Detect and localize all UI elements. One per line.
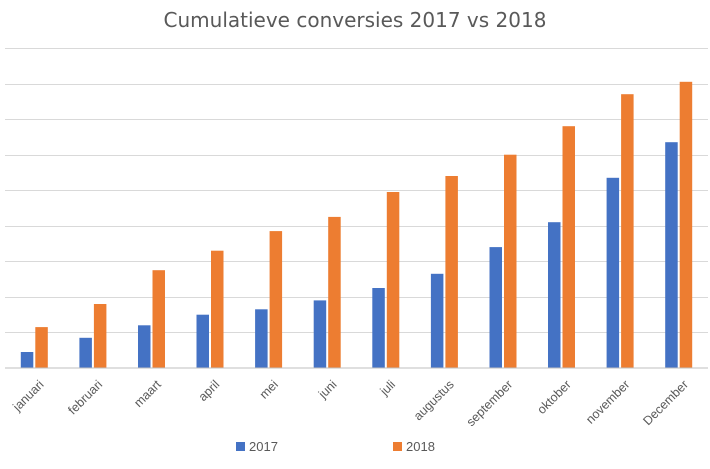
legend-label-2018: 2018 — [406, 439, 435, 454]
x-tick-label: juli — [377, 377, 398, 398]
legend-swatch-2018 — [393, 442, 402, 451]
bar-2017-juni — [313, 300, 327, 368]
bars — [20, 81, 693, 369]
bar-2017-augustus — [430, 273, 444, 368]
bar-2017-september — [489, 247, 502, 368]
chart-title: Cumulatieve conversies 2017 vs 2018 — [164, 8, 547, 32]
x-tick-label: augustus — [411, 377, 457, 423]
x-tick-label: maart — [131, 377, 164, 410]
bar-2017-april — [196, 314, 209, 368]
legend: 2017 2018 — [236, 439, 435, 454]
bar-2018-februari — [93, 304, 107, 368]
bar-2018-november — [621, 94, 634, 368]
bar-2018-juni — [328, 216, 341, 368]
gridlines — [5, 48, 708, 333]
bar-2017-februari — [79, 337, 92, 368]
bar-2018-juli — [386, 192, 400, 368]
legend-label-2017: 2017 — [249, 439, 278, 454]
bar-2017-maart — [138, 325, 151, 368]
bar-2017-november — [606, 177, 620, 368]
x-tick-label: mei — [257, 377, 281, 401]
x-tick-label: april — [196, 377, 223, 404]
bar-2018-augustus — [445, 176, 458, 368]
bar-2018-oktober — [562, 126, 575, 368]
x-tick-label: september — [464, 377, 516, 429]
bar-2018-april — [211, 250, 224, 368]
bar-2017-januari — [20, 352, 34, 368]
bar-2018-januari — [35, 327, 48, 368]
x-tick-labels: januari februari maart april mei juni juli augu… — [9, 377, 691, 429]
bar-2018-mei — [269, 231, 283, 368]
x-tick-label: februari — [65, 377, 105, 417]
x-tick-label: December — [640, 377, 691, 428]
legend-swatch-2017 — [236, 442, 245, 451]
bar-2018-december — [679, 81, 693, 369]
bar-2018-september — [504, 154, 517, 368]
x-tick-label: januari — [9, 377, 46, 414]
x-tick-label: juni — [315, 377, 339, 401]
bar-2017-oktober — [548, 222, 561, 368]
bar-2017-mei — [255, 309, 268, 368]
bar-2018-maart — [152, 270, 165, 368]
x-tick-label: november — [583, 377, 632, 426]
bar-2017-december — [665, 142, 678, 368]
bar-2017-juli — [372, 288, 385, 368]
x-tick-label: oktober — [534, 377, 573, 416]
